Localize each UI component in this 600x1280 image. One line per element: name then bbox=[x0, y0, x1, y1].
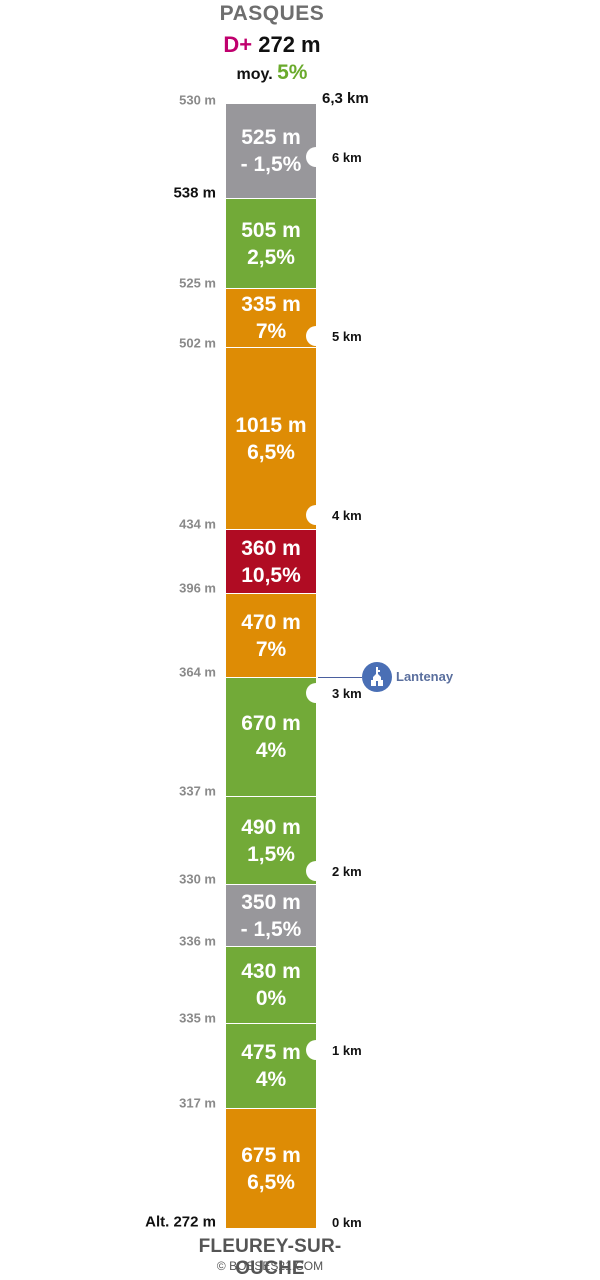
dplus-value: 272 m bbox=[258, 32, 321, 57]
segment-length: 335 m bbox=[241, 293, 301, 316]
segment-grade: 6,5% bbox=[247, 1170, 295, 1194]
segment-10: 430 m 0% bbox=[226, 946, 316, 1023]
km-notch bbox=[306, 147, 326, 167]
elevation-gain: D+ 272 m bbox=[172, 32, 372, 58]
climb-profile-column: 525 m - 1,5% 505 m 2,5% 335 m 7% 1015 m 6,5% 360… bbox=[226, 0, 316, 1280]
km-markers: 6 km 5 km 4 km 3 km 2 km 1 km 0 km bbox=[306, 0, 406, 1280]
km-marker: 1 km bbox=[306, 1040, 362, 1060]
km-label: 2 km bbox=[332, 863, 362, 879]
church-icon bbox=[362, 662, 392, 692]
altitude-label: 525 m bbox=[179, 275, 216, 291]
segment-grade: 4% bbox=[255, 739, 287, 762]
poi-leader-line bbox=[318, 677, 362, 678]
altitude-label: 538 m bbox=[173, 184, 216, 202]
km-marker: 4 km bbox=[306, 505, 362, 525]
altitude-label: 434 m bbox=[179, 516, 216, 532]
segment-1: 525 m - 1,5% bbox=[226, 104, 316, 198]
segment-length: 505 m bbox=[241, 218, 301, 242]
segment-length: 350 m bbox=[241, 890, 301, 914]
poi-label: Lantenay bbox=[396, 669, 454, 684]
km-label: 1 km bbox=[332, 1042, 362, 1058]
km-marker: 0 km bbox=[306, 1212, 362, 1232]
altitude-label: 530 m bbox=[179, 92, 216, 108]
km-marker: 3 km bbox=[306, 683, 362, 703]
segment-3: 335 m 7% bbox=[226, 288, 316, 347]
segment-grade: 7% bbox=[255, 637, 287, 661]
poi-marker: Lantenay bbox=[318, 662, 478, 694]
credit: © BOSSES21.COM bbox=[216, 1259, 324, 1273]
altitude-label: 364 m bbox=[179, 664, 216, 680]
altitude-label: 317 m bbox=[179, 1095, 216, 1111]
segment-grade: 1,5% bbox=[247, 842, 295, 866]
segment-length: 430 m bbox=[241, 960, 301, 983]
km-label: 4 km bbox=[332, 507, 362, 523]
segment-grade: 6,5% bbox=[247, 440, 295, 464]
km-marker: 5 km bbox=[306, 326, 362, 346]
segment-5: 360 m 10,5% bbox=[226, 529, 316, 593]
total-distance-label: 6,3 km bbox=[322, 90, 369, 107]
avg-label: moy. bbox=[236, 66, 273, 83]
segment-grade: 4% bbox=[255, 1068, 287, 1091]
segment-2: 505 m 2,5% bbox=[226, 198, 316, 288]
altitude-label: Alt. 272 m bbox=[145, 1213, 216, 1231]
segment-length: 675 m bbox=[241, 1143, 301, 1167]
altitude-label: 337 m bbox=[179, 783, 216, 799]
km-marker: 2 km bbox=[306, 861, 362, 881]
segment-length: 475 m bbox=[241, 1041, 301, 1064]
segment-4: 1015 m 6,5% bbox=[226, 347, 316, 529]
altitude-label: 502 m bbox=[179, 335, 216, 351]
km-notch bbox=[306, 683, 326, 703]
segment-length: 525 m bbox=[241, 126, 301, 149]
climb-title: PASQUES bbox=[219, 2, 325, 25]
altitude-label: 336 m bbox=[179, 933, 216, 949]
segment-grade: 7% bbox=[255, 320, 287, 343]
segment-grade: - 1,5% bbox=[240, 153, 302, 176]
segment-6: 470 m 7% bbox=[226, 593, 316, 677]
segment-length: 470 m bbox=[241, 610, 301, 634]
km-label: 5 km bbox=[332, 328, 362, 344]
segment-length: 490 m bbox=[241, 815, 301, 839]
altitude-label: 396 m bbox=[179, 580, 216, 596]
km-notch bbox=[306, 861, 326, 881]
segment-grade: 2,5% bbox=[247, 245, 295, 269]
segment-12: 675 m 6,5% bbox=[226, 1108, 316, 1228]
segment-grade: - 1,5% bbox=[240, 917, 302, 941]
average-gradient: moy. 5% bbox=[172, 61, 372, 85]
segment-grade: 10,5% bbox=[241, 563, 301, 587]
segment-11: 475 m 4% bbox=[226, 1023, 316, 1108]
segment-length: 1015 m bbox=[235, 413, 307, 437]
altitude-label: 330 m bbox=[179, 871, 216, 887]
segment-length: 360 m bbox=[241, 536, 301, 560]
km-notch bbox=[306, 505, 326, 525]
km-notch bbox=[306, 326, 326, 346]
km-notch bbox=[306, 1040, 326, 1060]
km-marker: 6 km bbox=[306, 147, 362, 167]
km-label: 6 km bbox=[332, 149, 362, 165]
start-location: FLEUREY-SUR-OUCHE bbox=[198, 1236, 342, 1279]
segment-grade: 0% bbox=[255, 987, 287, 1010]
segment-9: 350 m - 1,5% bbox=[226, 884, 316, 946]
segment-length: 670 m bbox=[241, 712, 301, 735]
dplus-label: D+ bbox=[223, 32, 253, 57]
km-label: 3 km bbox=[332, 685, 362, 701]
altitude-labels: 530 m 538 m 525 m 502 m 434 m 396 m 364 m 337 m… bbox=[0, 0, 216, 1280]
segment-7: 670 m 4% bbox=[226, 677, 316, 796]
altitude-label: 335 m bbox=[179, 1010, 216, 1026]
avg-value: 5% bbox=[277, 61, 308, 84]
segment-8: 490 m 1,5% bbox=[226, 796, 316, 884]
km-label: 0 km bbox=[332, 1214, 362, 1230]
